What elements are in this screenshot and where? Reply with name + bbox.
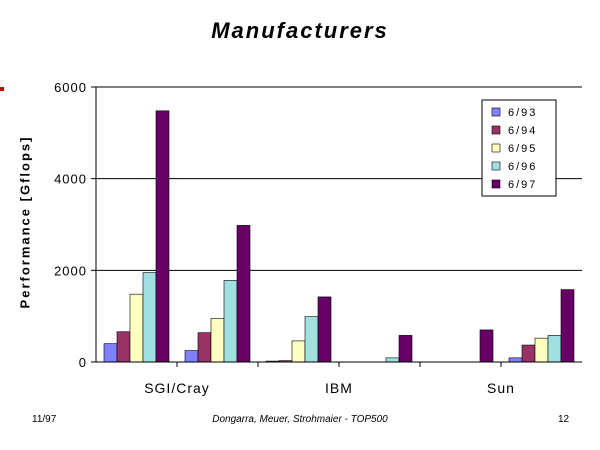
bar bbox=[197, 332, 212, 363]
y-tick-label: 2000 bbox=[54, 263, 87, 278]
bar bbox=[317, 296, 332, 363]
y-tick-label: 0 bbox=[79, 355, 87, 370]
legend-swatch bbox=[491, 125, 501, 135]
bar bbox=[155, 110, 170, 363]
bar bbox=[304, 316, 319, 363]
slide-title: Manufacturers bbox=[211, 18, 389, 43]
bar bbox=[547, 335, 562, 363]
legend-swatch bbox=[491, 107, 501, 117]
bar bbox=[560, 289, 575, 363]
legend: 6/93 6/94 6/95 6/96 6/97 bbox=[481, 99, 557, 197]
bar bbox=[521, 344, 536, 363]
legend-label: 6/93 bbox=[508, 107, 537, 119]
y-tick-label: 4000 bbox=[54, 172, 87, 187]
bar bbox=[223, 280, 238, 363]
x-category-label: Sun bbox=[487, 380, 515, 396]
bar bbox=[184, 350, 199, 363]
bar bbox=[398, 335, 413, 363]
bar bbox=[291, 340, 306, 363]
bar bbox=[103, 343, 118, 363]
legend-swatch bbox=[491, 143, 501, 153]
legend-label: 6/96 bbox=[508, 161, 537, 173]
legend-swatch bbox=[491, 179, 501, 189]
bar bbox=[534, 337, 549, 363]
y-tick-label: 6000 bbox=[54, 80, 87, 95]
footer-page-number: 12 bbox=[558, 414, 570, 425]
x-category-label: SGI/Cray bbox=[144, 380, 210, 396]
axes: 0 2000 4000 6000 SGI/Cray IBM Sun bbox=[54, 80, 582, 396]
bar bbox=[116, 331, 131, 363]
legend-label: 6/97 bbox=[508, 179, 537, 191]
bar bbox=[508, 357, 523, 363]
footer-authors: Dongarra, Meuer, Strohmaier - TOP500 bbox=[212, 414, 388, 425]
x-category-label: IBM bbox=[325, 380, 353, 396]
bar bbox=[236, 225, 251, 363]
bar bbox=[142, 272, 157, 363]
bar bbox=[479, 329, 494, 363]
bars bbox=[103, 110, 575, 363]
red-marker bbox=[0, 87, 4, 91]
footer-date: 11/97 bbox=[32, 414, 57, 425]
bar bbox=[210, 318, 225, 363]
legend-label: 6/94 bbox=[508, 125, 537, 137]
bar bbox=[385, 357, 400, 363]
bar bbox=[129, 293, 144, 363]
legend-swatch bbox=[491, 161, 501, 171]
legend-label: 6/95 bbox=[508, 143, 537, 155]
